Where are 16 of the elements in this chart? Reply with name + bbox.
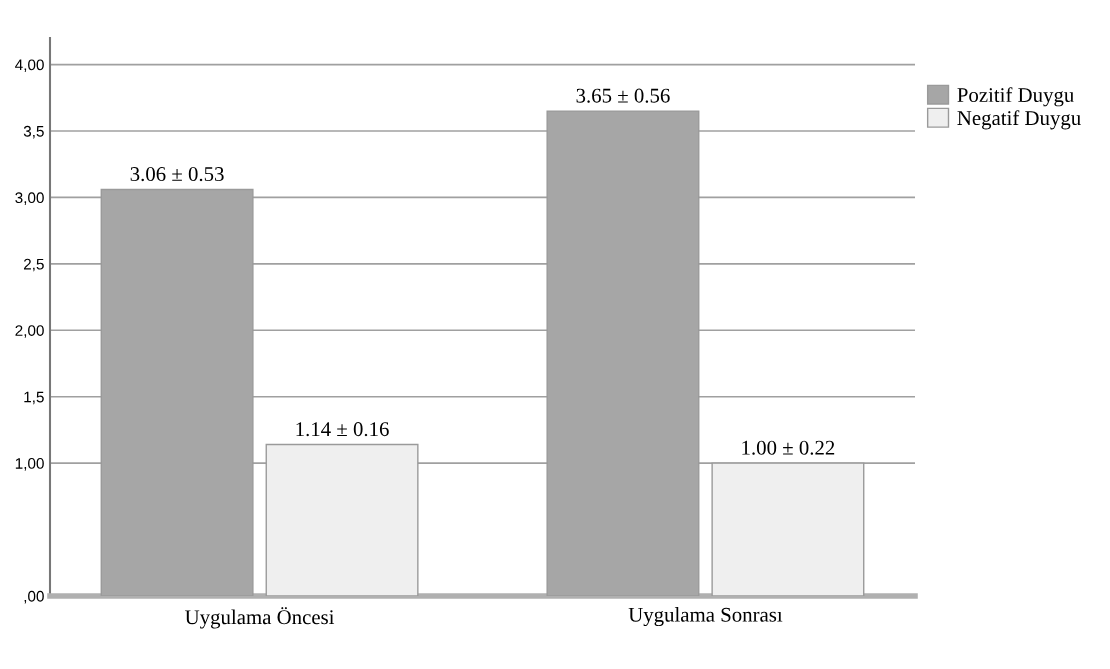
- y-tick-label: 2,5: [23, 258, 44, 272]
- data-label: 1.14 ± 0.16: [296, 422, 389, 437]
- y-tick-label: 4,00: [15, 59, 44, 73]
- data-label: 3.06 ± 0.53: [130, 167, 224, 182]
- y-tick-label: ,00: [24, 590, 44, 604]
- legend-label: Negatif Duygu: [957, 110, 1081, 130]
- data-label: 1.00 ± 0.22: [742, 440, 835, 455]
- x-tick-label: Uygulama Sonrası: [628, 607, 783, 627]
- x-tick-label: Uygulama Öncesi: [185, 607, 335, 629]
- y-tick-label: 2,00: [15, 325, 44, 338]
- y-tick-label: 1,00: [15, 458, 44, 471]
- y-tick-label: 1,5: [24, 391, 44, 405]
- y-tick-label: 3,00: [15, 192, 44, 205]
- legend-label: Pozitif Duygu: [957, 87, 1074, 107]
- y-tick-label: 3,5: [23, 125, 44, 139]
- data-label: 3.65 ± 0.56: [576, 88, 670, 103]
